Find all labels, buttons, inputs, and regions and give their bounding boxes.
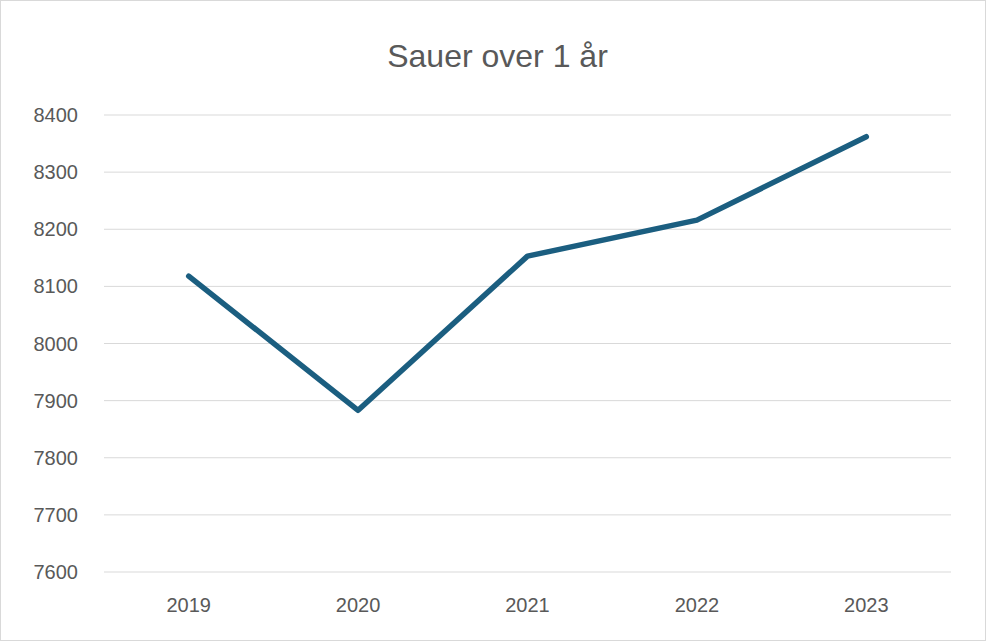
grid-line (104, 115, 951, 116)
x-tick-label: 2020 (336, 594, 381, 616)
plot-area (189, 137, 867, 411)
y-tick-label: 8200 (34, 218, 79, 240)
grid-line (104, 457, 951, 458)
y-tick-label: 7800 (34, 447, 79, 469)
chart: Sauer over 1 år 7600 7700 7800 7900 8000 8100 8… (0, 0, 989, 644)
grid-line (104, 514, 951, 515)
x-tick-label: 2023 (844, 594, 889, 616)
x-tick-label: 2022 (675, 594, 720, 616)
grid-line (104, 400, 951, 401)
grid-line (104, 286, 951, 287)
grid-line (104, 172, 951, 173)
grid-line (104, 229, 951, 230)
x-tick-label: 2019 (166, 594, 211, 616)
chart-border (1, 1, 986, 641)
line-series (189, 137, 867, 411)
y-tick-label: 8100 (34, 275, 79, 297)
y-tick-label: 7900 (34, 390, 79, 412)
y-tick-label: 7600 (34, 561, 79, 583)
grid-line (104, 572, 951, 573)
title: Sauer over 1 år (387, 38, 608, 74)
y-tick-label: 7700 (34, 504, 79, 526)
y-tick-label: 8300 (34, 161, 79, 183)
grid-line (104, 343, 951, 344)
y-tick-label: 8400 (34, 104, 79, 126)
y-tick-label: 8000 (34, 333, 79, 355)
x-tick-label: 2021 (505, 594, 550, 616)
